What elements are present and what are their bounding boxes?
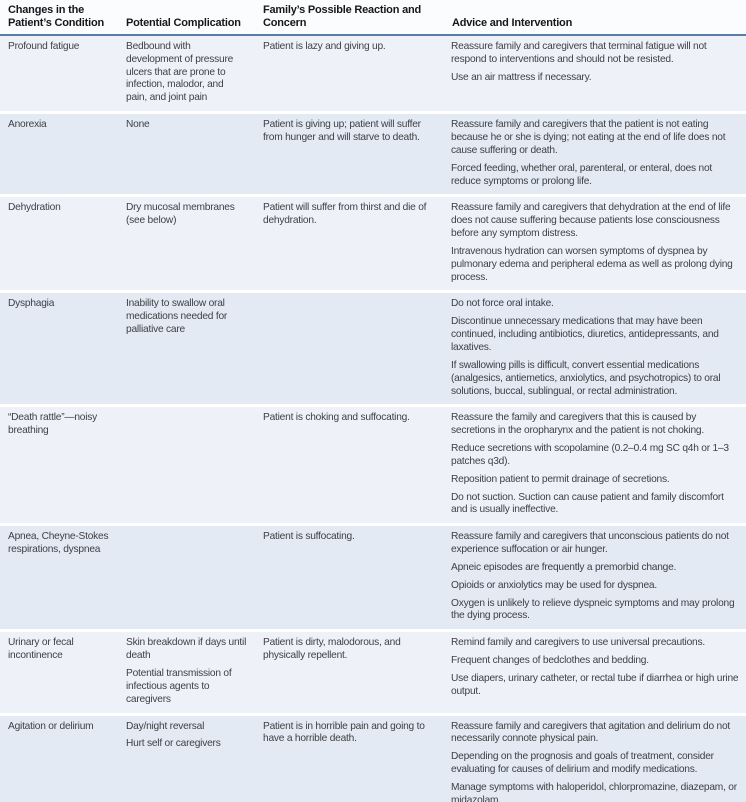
cell-paragraph: Apneic episodes are frequently a premorb… — [451, 561, 677, 573]
cell-paragraph: Profound fatigue — [8, 40, 80, 52]
cell-paragraph: Skin breakdown if days until death — [126, 637, 247, 662]
cell-paragraph: Use diapers, urinary catheter, or rectal… — [451, 673, 739, 697]
cell-reaction: Patient is dirty, malodorous, and physic… — [255, 632, 444, 712]
cell-reaction: Patient is giving up; patient will suffe… — [255, 114, 444, 194]
cell-condition: Urinary or fecal incontinence — [0, 632, 118, 712]
cell-paragraph: Hurt self or caregivers — [126, 738, 221, 750]
table-row: Agitation or delirium Day/night reversal… — [0, 715, 746, 802]
cell-complication: Day/night reversal Hurt self or caregiver… — [118, 716, 255, 802]
table-body: Profound fatigue Bedbound with developme… — [0, 35, 746, 802]
cell-paragraph: Urinary or fecal incontinence — [8, 637, 74, 662]
cell-reaction — [255, 293, 444, 404]
table-row: Anorexia None Patient is giving up; pati… — [0, 114, 746, 195]
cell-paragraph: Patient is giving up; patient will suffe… — [263, 119, 421, 143]
cell-paragraph: None — [126, 119, 150, 131]
column-header-advice: Advice and Intervention — [452, 16, 573, 29]
cell-paragraph: If swallowing pills is difficult, conver… — [451, 359, 721, 397]
cell-complication: Skin breakdown if days until death Potent… — [118, 632, 255, 712]
cell-paragraph: Patient is lazy and giving up. — [263, 40, 386, 52]
cell-paragraph: Remind family and caregivers to use univ… — [451, 637, 705, 649]
cell-condition: Profound fatigue — [0, 36, 118, 111]
cell-paragraph: Dry mucosal membranes (see below) — [126, 202, 235, 227]
column-header-complication: Potential Complication — [126, 16, 241, 29]
cell-complication: None — [118, 114, 255, 194]
cell-reaction: Patient is in horrible pain and going to… — [255, 716, 444, 802]
cell-paragraph: Reassure family and caregivers that dehy… — [451, 202, 731, 240]
cell-paragraph: Forced feeding, whether oral, parenteral… — [451, 162, 713, 187]
cell-complication: Inability to swallow oral medications ne… — [118, 293, 255, 404]
cell-advice: Reassure family and caregivers that term… — [444, 36, 746, 111]
cell-paragraph: Agitation or delirium — [8, 720, 94, 732]
cell-condition: “Death rattle”—noisy breathing — [0, 407, 118, 523]
cell-paragraph: Do not force oral intake. — [451, 298, 554, 310]
cell-paragraph: Intravenous hydration can worsen symptom… — [451, 245, 733, 283]
cell-reaction: Patient is choking and suffocating. — [255, 407, 444, 523]
cell-paragraph: Manage symptoms with haloperidol, chlorp… — [451, 781, 737, 802]
cell-paragraph: Patient is dirty, malodorous, and physic… — [263, 637, 401, 662]
cell-paragraph: Do not suction. Suction can cause patien… — [451, 491, 724, 516]
cell-paragraph: Depending on the prognosis and goals of … — [451, 751, 714, 776]
table-row: Dysphagia Inability to swallow oral medi… — [0, 293, 746, 405]
cell-paragraph: Use an air mattress if necessary. — [451, 71, 592, 83]
cell-paragraph: Reassure family and caregivers that the … — [451, 119, 726, 156]
cell-advice: Reassure the family and caregivers that … — [444, 407, 746, 523]
cell-condition: Agitation or delirium — [0, 716, 118, 802]
cell-reaction: Patient is suffocating. — [255, 526, 444, 629]
cell-paragraph: Inability to swallow oral medications ne… — [126, 298, 228, 336]
cell-advice: Reassure family and caregivers that the … — [444, 114, 746, 194]
cell-paragraph: Reassure family and caregivers that unco… — [451, 531, 729, 556]
column-header-condition: Changes in the Patient’s Condition — [8, 4, 105, 29]
cell-paragraph: Anorexia — [8, 119, 47, 131]
cell-condition: Anorexia — [0, 114, 118, 194]
table-header-row: Changes in the Patient’s Condition Poten… — [0, 0, 746, 36]
cell-condition: Dehydration — [0, 197, 118, 290]
cell-condition: Apnea, Cheyne-Stokes respirations, dyspn… — [0, 526, 118, 629]
cell-complication: Bedbound with development of pressure ul… — [118, 36, 255, 111]
cell-advice: Do not force oral intake. Discontinue unn… — [444, 293, 746, 404]
table-row: Urinary or fecal incontinence Skin break… — [0, 632, 746, 713]
cell-paragraph: Opioids or anxiolytics may be used for d… — [451, 579, 657, 591]
cell-condition: Dysphagia — [0, 293, 118, 404]
cell-paragraph: Reassure the family and caregivers that … — [451, 412, 704, 437]
cell-paragraph: Patient will suffer from thirst and die … — [263, 202, 427, 227]
cell-paragraph: Dehydration — [8, 202, 61, 214]
cell-paragraph: Oxygen is unlikely to relieve dyspneic s… — [451, 597, 735, 622]
cell-complication — [118, 407, 255, 523]
cell-paragraph: Reassure family and caregivers that agit… — [451, 720, 731, 745]
cell-paragraph: Potential transmission of infectious age… — [126, 668, 232, 705]
cell-paragraph: Dysphagia — [8, 298, 55, 310]
cell-paragraph: Day/night reversal — [126, 720, 205, 732]
cell-advice: Reassure family and caregivers that agit… — [444, 716, 746, 802]
cell-paragraph: Frequent changes of bedclothes and beddi… — [451, 655, 649, 667]
cell-paragraph: Reduce secretions with scopolamine (0.2–… — [451, 443, 729, 467]
cell-paragraph: Apnea, Cheyne-Stokes respirations, dyspn… — [8, 531, 109, 556]
table-row: Dehydration Dry mucosal membranes (see b… — [0, 197, 746, 291]
cell-advice: Reassure family and caregivers that unco… — [444, 526, 746, 629]
cell-reaction: Patient is lazy and giving up. — [255, 36, 444, 111]
cell-paragraph: Patient is choking and suffocating. — [263, 412, 410, 424]
column-header-reaction: Family’s Possible Reaction and Concern — [263, 4, 422, 29]
cell-paragraph: “Death rattle”—noisy breathing — [8, 412, 98, 437]
cell-advice: Remind family and caregivers to use univ… — [444, 632, 746, 712]
cell-paragraph: Reassure family and caregivers that term… — [451, 40, 707, 65]
cell-paragraph: Reposition patient to permit drainage of… — [451, 473, 670, 485]
cell-complication — [118, 526, 255, 629]
cell-complication: Dry mucosal membranes (see below) — [118, 197, 255, 290]
cell-paragraph: Bedbound with development of pressure ul… — [126, 40, 234, 104]
cell-paragraph: Patient is in horrible pain and going to… — [263, 720, 425, 745]
cell-paragraph: Discontinue unnecessary medications that… — [451, 316, 719, 353]
cell-advice: Reassure family and caregivers that dehy… — [444, 197, 746, 290]
table-row: Apnea, Cheyne-Stokes respirations, dyspn… — [0, 526, 746, 630]
cell-reaction: Patient will suffer from thirst and die … — [255, 197, 444, 290]
table-row: Profound fatigue Bedbound with developme… — [0, 35, 746, 112]
table-row: “Death rattle”—noisy breathing Patient i… — [0, 407, 746, 524]
cell-paragraph: Patient is suffocating. — [263, 531, 355, 543]
